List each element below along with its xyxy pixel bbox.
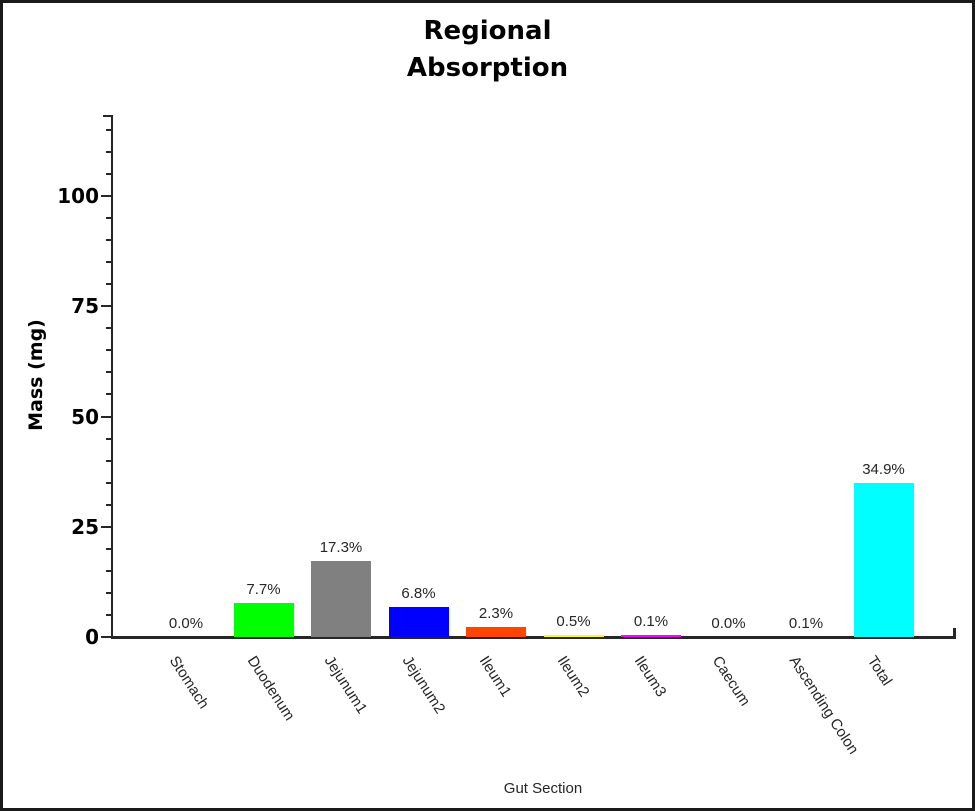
chart-title-line-2: Absorption xyxy=(406,53,569,83)
y-major-tick xyxy=(101,525,111,528)
category-label: Jejunum1 xyxy=(320,653,371,717)
y-minor-tick xyxy=(106,172,111,175)
y-minor-tick xyxy=(106,481,111,484)
y-minor-tick xyxy=(106,239,111,242)
x-axis-spine xyxy=(111,636,956,639)
y-tick-label: 75 xyxy=(71,294,99,319)
bar xyxy=(466,627,526,637)
category-label: Ascending Colon xyxy=(785,653,862,758)
y-major-tick xyxy=(101,415,111,418)
x-axis-label: Gut Section xyxy=(503,780,583,797)
y-major-tick xyxy=(101,305,111,308)
y-axis-spine xyxy=(111,115,113,639)
chart-title: Regional Absorption xyxy=(3,13,972,87)
y-minor-tick xyxy=(106,613,111,616)
y-tick-label: 25 xyxy=(71,514,99,539)
bar xyxy=(388,607,449,637)
y-tick-label: 0 xyxy=(85,625,99,649)
y-major-tick xyxy=(101,636,111,638)
y-minor-tick xyxy=(106,459,111,462)
category-label: Stomach xyxy=(165,653,213,712)
y-minor-tick xyxy=(106,547,111,550)
y-minor-tick xyxy=(106,349,111,352)
category-label: Ileum3 xyxy=(630,653,670,701)
bar xyxy=(621,635,681,637)
category-label: Total xyxy=(863,653,895,689)
y-minor-tick xyxy=(106,217,111,220)
y-minor-tick xyxy=(106,128,111,131)
bar xyxy=(853,483,914,637)
category-label: Ileum2 xyxy=(553,653,593,701)
y-tick-label: 100 xyxy=(57,184,99,208)
category-label: Caecum xyxy=(708,653,753,710)
bar-value-label: 0.1% xyxy=(633,613,669,630)
category-label: Duodenum xyxy=(243,653,298,724)
y-minor-tick xyxy=(106,591,111,594)
bar xyxy=(543,635,604,637)
bar-value-label: 0.0% xyxy=(168,615,204,632)
bar-value-label: 34.9% xyxy=(862,461,905,478)
y-minor-tick xyxy=(106,150,111,153)
chart-title-line-1: Regional xyxy=(423,16,552,46)
y-minor-tick xyxy=(106,393,111,396)
y-minor-tick xyxy=(106,569,111,572)
bar xyxy=(311,561,371,637)
x-axis-end-tick xyxy=(953,628,956,636)
y-minor-tick xyxy=(106,371,111,374)
bar-value-label: 0.5% xyxy=(556,613,591,630)
y-major-tick xyxy=(101,195,111,197)
bar-value-label: 6.8% xyxy=(401,585,436,602)
y-minor-tick xyxy=(106,261,111,264)
category-label: Jejunum2 xyxy=(398,653,448,717)
y-axis-end-tick xyxy=(103,115,111,117)
bar-value-label: 0.0% xyxy=(711,615,746,632)
bar-value-label: 0.1% xyxy=(788,615,824,632)
y-minor-tick xyxy=(106,327,111,330)
y-minor-tick xyxy=(106,283,111,286)
y-minor-tick xyxy=(106,503,111,506)
bar-value-label: 7.7% xyxy=(246,581,281,598)
category-label: Ileum1 xyxy=(475,653,515,701)
y-minor-tick xyxy=(106,437,111,440)
bar-value-label: 2.3% xyxy=(478,605,514,622)
y-tick-label: 50 xyxy=(71,404,99,429)
bar-value-label: 17.3% xyxy=(319,539,363,556)
bar xyxy=(233,603,294,637)
